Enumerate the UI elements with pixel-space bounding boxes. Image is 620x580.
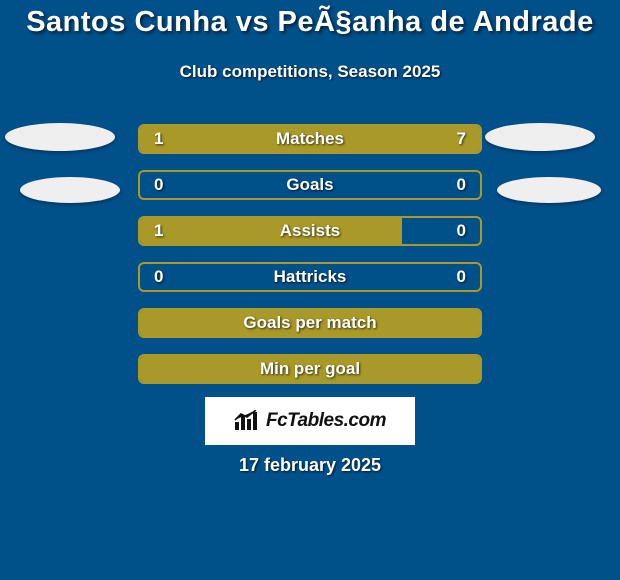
value-left: 0: [154, 172, 163, 198]
value-right: 0: [457, 218, 466, 244]
stat-row: Min per goal: [0, 354, 620, 384]
bar-label: Hattricks: [140, 264, 480, 290]
value-right: 7: [457, 126, 466, 152]
comparison-infographic: Santos Cunha vs PeÃ§anha de Andrade Club…: [0, 0, 620, 580]
date-label: 17 february 2025: [0, 455, 620, 476]
bar-label: Goals: [140, 172, 480, 198]
value-right: 0: [457, 172, 466, 198]
stat-row: Goals per match: [0, 308, 620, 338]
subtitle: Club competitions, Season 2025: [0, 62, 620, 82]
bar-track: Goals per match: [138, 308, 482, 338]
value-left: 1: [154, 126, 163, 152]
bar-fill-left: [140, 310, 480, 336]
stat-row: Assists10: [0, 216, 620, 246]
stat-row: Hattricks0 0: [0, 262, 620, 292]
value-left: 0: [154, 264, 163, 290]
fctables-logo: FcTables.com: [205, 397, 415, 445]
bar-track: Goals0 0: [138, 170, 482, 200]
left-ellipse-2: [20, 177, 120, 203]
bar-track: Assists10: [138, 216, 482, 246]
stat-rows: Matches17Goals00Assists10Hattricks00Goal…: [0, 124, 620, 400]
bar-track: Matches17: [138, 124, 482, 154]
left-ellipse-1: [5, 123, 115, 151]
bar-fill-left: [140, 126, 206, 152]
logo-text: FcTables.com: [266, 410, 386, 432]
bar-fill-left: [140, 356, 480, 382]
value-left: 1: [154, 218, 163, 244]
bar-chart-icon: [234, 410, 260, 432]
page-title: Santos Cunha vs PeÃ§anha de Andrade: [0, 6, 620, 39]
value-right: 0: [457, 264, 466, 290]
right-ellipse-1: [485, 123, 595, 151]
bar-fill-left: [140, 218, 402, 244]
bar-fill-right: [206, 126, 480, 152]
bar-track: Min per goal: [138, 354, 482, 384]
bar-track: Hattricks0 0: [138, 262, 482, 292]
right-ellipse-2: [497, 177, 601, 203]
